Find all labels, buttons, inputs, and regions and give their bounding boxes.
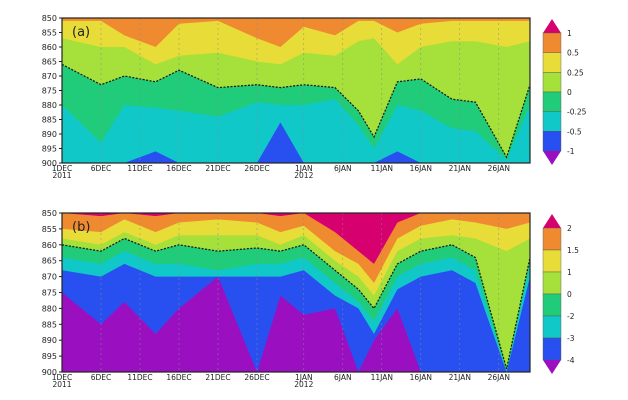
zero-contour-line: [61, 237, 531, 369]
x-tick-label: 1DEC: [52, 373, 73, 382]
y-tick-label: 885: [42, 320, 57, 329]
x-tick-label: 6JAN: [334, 373, 352, 382]
colorbar-label: 0.25: [567, 68, 584, 77]
y-tick-label: 860: [42, 43, 57, 52]
y-tick-label: 900: [42, 368, 57, 377]
panel-b: 8508558608658708758808858908959001DEC201…: [42, 209, 579, 389]
colorbar-swatch: [542, 337, 562, 361]
x-tick-label: 6DEC: [91, 373, 112, 382]
x-tick-sublabel: 2011: [52, 380, 71, 389]
colorbar-label: 0.5: [567, 49, 579, 58]
x-tick-label: 16JAN: [410, 164, 432, 173]
y-tick-label: 855: [42, 225, 57, 234]
colorbar-label: -0.25: [567, 108, 587, 117]
x-tick-label: 16DEC: [166, 164, 191, 173]
y-tick-label: 895: [42, 352, 57, 361]
y-tick-label: 895: [42, 145, 57, 154]
x-tick-label: 21JAN: [449, 373, 471, 382]
contour-band: [62, 213, 530, 369]
colorbar-label: -1: [567, 147, 575, 156]
colorbar-label: 0: [567, 290, 572, 299]
colorbar-top-arrow: [543, 19, 561, 33]
y-tick-label: 875: [42, 289, 57, 298]
colorbar-label: 2: [567, 224, 572, 233]
contour-band: [62, 18, 530, 47]
colorbar-swatch: [542, 111, 562, 132]
x-tick-label: 16DEC: [166, 373, 191, 382]
x-tick-sublabel: 2011: [52, 171, 71, 180]
x-tick-label: 11JAN: [371, 164, 393, 173]
x-tick-label: 26DEC: [244, 164, 269, 173]
y-tick-label: 855: [42, 29, 57, 38]
colorbar-swatch: [542, 249, 562, 273]
colorbar-swatch: [542, 32, 562, 53]
y-tick-label: 870: [42, 72, 57, 81]
y-tick-label: 880: [42, 101, 57, 110]
x-tick-sublabel: 2012: [294, 171, 313, 180]
colorbar-swatch: [542, 227, 562, 251]
colorbar-swatch: [542, 72, 562, 93]
x-tick-label: 11DEC: [127, 164, 152, 173]
zero-contour-line: [61, 63, 531, 159]
x-tick-label: 26JAN: [488, 373, 510, 382]
contour-band: [62, 213, 530, 283]
x-tick-label: 26JAN: [488, 164, 510, 173]
colorbar-label: 1: [567, 268, 572, 277]
x-tick-label: 1JAN: [295, 373, 313, 382]
colorbar-swatch: [542, 293, 562, 317]
panel-label: (a): [72, 25, 90, 40]
colorbar-label: -4: [567, 356, 575, 365]
colorbar-swatch: [542, 131, 562, 152]
colorbar-swatch: [542, 315, 562, 339]
x-tick-label: 11JAN: [371, 373, 393, 382]
colorbar-label: -0.5: [567, 127, 582, 136]
x-tick-label: 26DEC: [244, 373, 269, 382]
panel-a: 8508558608658708758808858908959001DEC201…: [42, 14, 587, 180]
colorbar-label: 1.5: [567, 246, 579, 255]
x-tick-label: 16JAN: [410, 373, 432, 382]
colorbar-label: 0: [567, 88, 572, 97]
y-tick-label: 885: [42, 116, 57, 125]
x-tick-label: 6JAN: [334, 164, 352, 173]
y-tick-label: 890: [42, 336, 57, 345]
x-tick-label: 21DEC: [205, 164, 230, 173]
colorbar-bottom-arrow: [543, 360, 561, 374]
colorbar-label: 1: [567, 29, 572, 38]
panel-label: (b): [72, 220, 90, 235]
x-tick-sublabel: 2012: [294, 380, 313, 389]
x-tick-label: 1JAN: [295, 164, 313, 173]
y-tick-label: 880: [42, 304, 57, 313]
y-tick-label: 865: [42, 257, 57, 266]
colorbar-top-arrow: [543, 214, 561, 228]
y-tick-label: 860: [42, 241, 57, 250]
colorbar: 2 1.5 1 0 -2 -3 -4: [542, 214, 579, 374]
colorbar: 1 0.5 0.25 0 -0.25 -0.5 -1: [542, 19, 587, 165]
y-tick-label: 890: [42, 130, 57, 139]
y-tick-label: 875: [42, 87, 57, 96]
colorbar-label: -3: [567, 334, 575, 343]
colorbar-swatch: [542, 91, 562, 112]
x-tick-label: 6DEC: [91, 164, 112, 173]
colorbar-bottom-arrow: [543, 151, 561, 165]
x-tick-label: 21JAN: [449, 164, 471, 173]
y-tick-label: 850: [42, 14, 57, 23]
y-tick-label: 900: [42, 159, 57, 168]
colorbar-label: -2: [567, 312, 575, 321]
colorbar-swatch: [542, 271, 562, 295]
colorbar-swatch: [542, 52, 562, 73]
x-tick-label: 1DEC: [52, 164, 73, 173]
y-tick-label: 865: [42, 58, 57, 67]
x-tick-label: 11DEC: [127, 373, 152, 382]
y-tick-label: 870: [42, 273, 57, 282]
y-tick-label: 850: [42, 209, 57, 218]
x-tick-label: 21DEC: [205, 373, 230, 382]
